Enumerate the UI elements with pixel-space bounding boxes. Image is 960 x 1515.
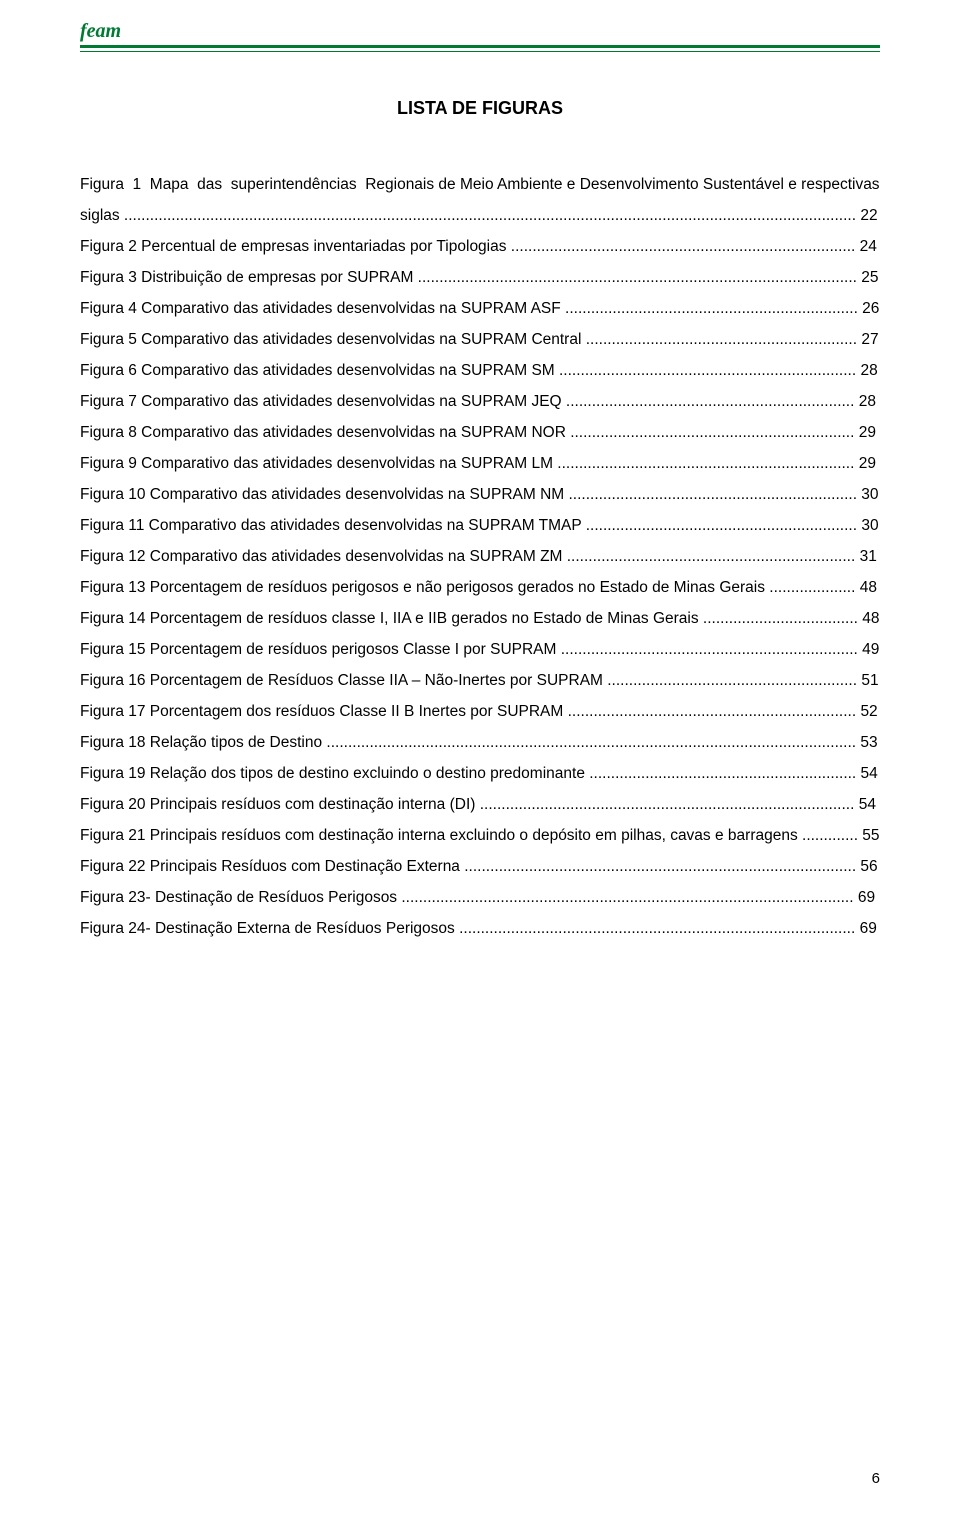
toc-entry: Figura 23- Destinação de Resíduos Perigo…: [80, 882, 880, 913]
toc-entry: Figura 14 Porcentagem de resíduos classe…: [80, 603, 880, 634]
toc-entry: Figura 16 Porcentagem de Resíduos Classe…: [80, 665, 880, 696]
toc-entry-lastline: Figura 6 Comparativo das atividades dese…: [80, 355, 880, 386]
figure-list: Figura 1 Mapa das superintendências Regi…: [80, 169, 880, 944]
toc-entry: Figura 13 Porcentagem de resíduos perigo…: [80, 572, 880, 603]
header-rule: [80, 45, 880, 52]
toc-entry: Figura 19 Relação dos tipos de destino e…: [80, 758, 880, 789]
toc-entry: Figura 21 Principais resíduos com destin…: [80, 820, 880, 851]
page-number: 6: [872, 1470, 880, 1487]
toc-entry-lastline: Figura 4 Comparativo das atividades dese…: [80, 293, 880, 324]
toc-entry: Figura 3 Distribuição de empresas por SU…: [80, 262, 880, 293]
toc-entry-lastline: Figura 12 Comparativo das atividades des…: [80, 541, 880, 572]
toc-entry-lastline: siglas .................................…: [80, 200, 880, 231]
toc-entry: Figura 18 Relação tipos de Destino .....…: [80, 727, 880, 758]
toc-entry: Figura 1 Mapa das superintendências Regi…: [80, 169, 880, 231]
toc-entry-line: Figura 1 Mapa das superintendências Regi…: [80, 169, 880, 200]
toc-entry: Figura 7 Comparativo das atividades dese…: [80, 386, 880, 417]
toc-entry-lastline: Figura 19 Relação dos tipos de destino e…: [80, 758, 880, 789]
toc-entry: Figura 9 Comparativo das atividades dese…: [80, 448, 880, 479]
toc-entry: Figura 8 Comparativo das atividades dese…: [80, 417, 880, 448]
toc-entry-lastline: Figura 16 Porcentagem de Resíduos Classe…: [80, 665, 880, 696]
header-logo: feam: [80, 20, 880, 43]
toc-entry-lastline: Figura 18 Relação tipos de Destino .....…: [80, 727, 880, 758]
document-page: feam LISTA DE FIGURAS Figura 1 Mapa das …: [0, 0, 960, 1515]
toc-entry-lastline: Figura 9 Comparativo das atividades dese…: [80, 448, 880, 479]
toc-entry-lastline: Figura 14 Porcentagem de resíduos classe…: [80, 603, 880, 634]
toc-entry-lastline: Figura 24- Destinação Externa de Resíduo…: [80, 913, 880, 944]
toc-entry-lastline: Figura 10 Comparativo das atividades des…: [80, 479, 880, 510]
toc-entry: Figura 24- Destinação Externa de Resíduo…: [80, 913, 880, 944]
toc-entry: Figura 22 Principais Resíduos com Destin…: [80, 851, 880, 882]
toc-entry: Figura 12 Comparativo das atividades des…: [80, 541, 880, 572]
toc-entry: Figura 6 Comparativo das atividades dese…: [80, 355, 880, 386]
toc-entry-lastline: Figura 3 Distribuição de empresas por SU…: [80, 262, 880, 293]
toc-entry: Figura 10 Comparativo das atividades des…: [80, 479, 880, 510]
toc-entry-lastline: Figura 7 Comparativo das atividades dese…: [80, 386, 880, 417]
toc-entry-lastline: Figura 21 Principais resíduos com destin…: [80, 820, 880, 851]
toc-entry-lastline: Figura 20 Principais resíduos com destin…: [80, 789, 880, 820]
toc-entry: Figura 15 Porcentagem de resíduos perigo…: [80, 634, 880, 665]
toc-entry-lastline: Figura 13 Porcentagem de resíduos perigo…: [80, 572, 880, 603]
toc-entry: Figura 2 Percentual de empresas inventar…: [80, 231, 880, 262]
toc-entry-lastline: Figura 15 Porcentagem de resíduos perigo…: [80, 634, 880, 665]
page-title: LISTA DE FIGURAS: [80, 98, 880, 119]
toc-entry-lastline: Figura 5 Comparativo das atividades dese…: [80, 324, 880, 355]
toc-entry-lastline: Figura 2 Percentual de empresas inventar…: [80, 231, 880, 262]
toc-entry-lastline: Figura 11 Comparativo das atividades des…: [80, 510, 880, 541]
toc-entry: Figura 5 Comparativo das atividades dese…: [80, 324, 880, 355]
toc-entry: Figura 20 Principais resíduos com destin…: [80, 789, 880, 820]
toc-entry: Figura 4 Comparativo das atividades dese…: [80, 293, 880, 324]
toc-entry-lastline: Figura 8 Comparativo das atividades dese…: [80, 417, 880, 448]
toc-entry: Figura 11 Comparativo das atividades des…: [80, 510, 880, 541]
toc-entry: Figura 17 Porcentagem dos resíduos Class…: [80, 696, 880, 727]
toc-entry-lastline: Figura 22 Principais Resíduos com Destin…: [80, 851, 880, 882]
toc-entry-lastline: Figura 17 Porcentagem dos resíduos Class…: [80, 696, 880, 727]
toc-entry-lastline: Figura 23- Destinação de Resíduos Perigo…: [80, 882, 880, 913]
